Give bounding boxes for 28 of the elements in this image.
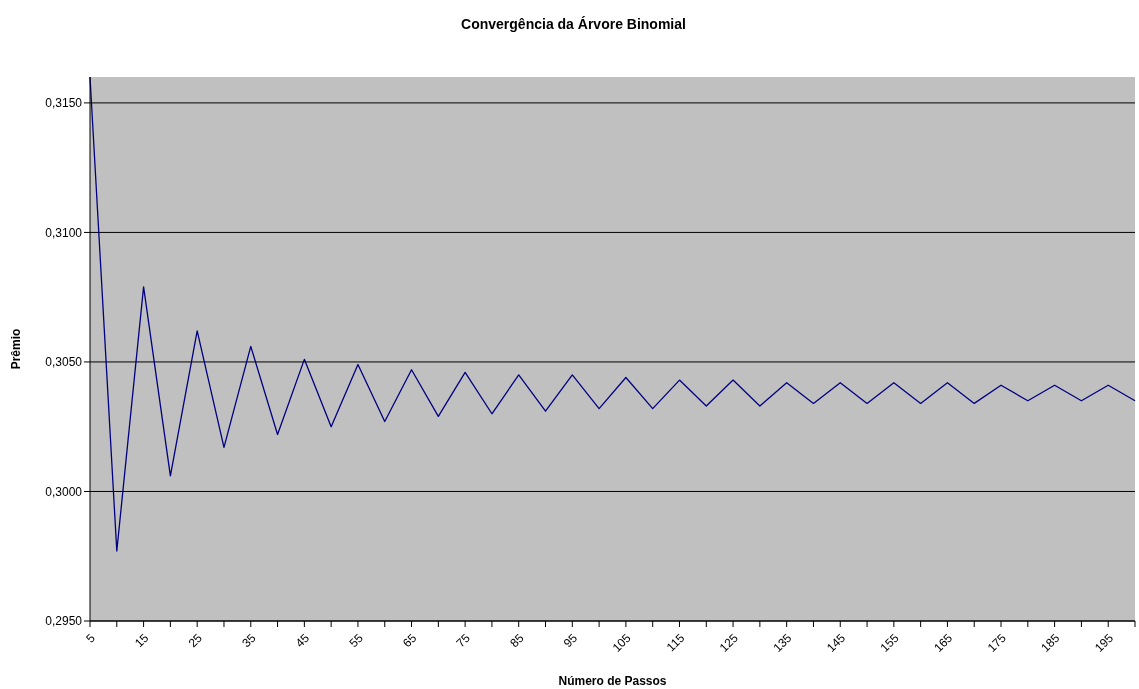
y-tick-label: 0,3000 [45,484,83,499]
x-tick-label: 35 [239,630,259,651]
x-tick-label: 165 [931,630,956,655]
y-tick-label: 0,3050 [45,355,83,370]
x-tick-label: 85 [507,630,527,651]
x-tick-label: 105 [609,630,634,655]
x-axis-title: Número de Passos [558,674,667,688]
x-tick-label: 75 [453,630,474,651]
x-tick-label: 5 [83,630,98,646]
x-tick-label: 25 [185,630,206,651]
chart-title: Convergência da Árvore Binomial [460,16,687,32]
x-tick-label: 185 [1038,630,1063,655]
y-tick-label: 0,3100 [45,225,83,240]
x-tick-label: 95 [560,630,581,651]
x-tick-label: 65 [399,630,420,651]
x-tick-label: 125 [716,630,742,655]
y-tick-label: 0,2950 [45,614,83,629]
x-tick-label: 45 [292,630,313,651]
x-tick-label: 55 [346,630,366,651]
y-tick-label: 0,3150 [45,96,83,111]
x-tick-label: 155 [877,630,902,655]
x-tick-label: 195 [1091,630,1117,655]
x-tick-label: 15 [132,630,152,651]
x-tick-label: 135 [770,630,795,655]
x-tick-label: 115 [663,630,688,655]
y-axis-title: Prêmio [9,328,24,370]
x-tick-label: 145 [823,630,849,655]
x-tick-label: 175 [984,630,1010,655]
